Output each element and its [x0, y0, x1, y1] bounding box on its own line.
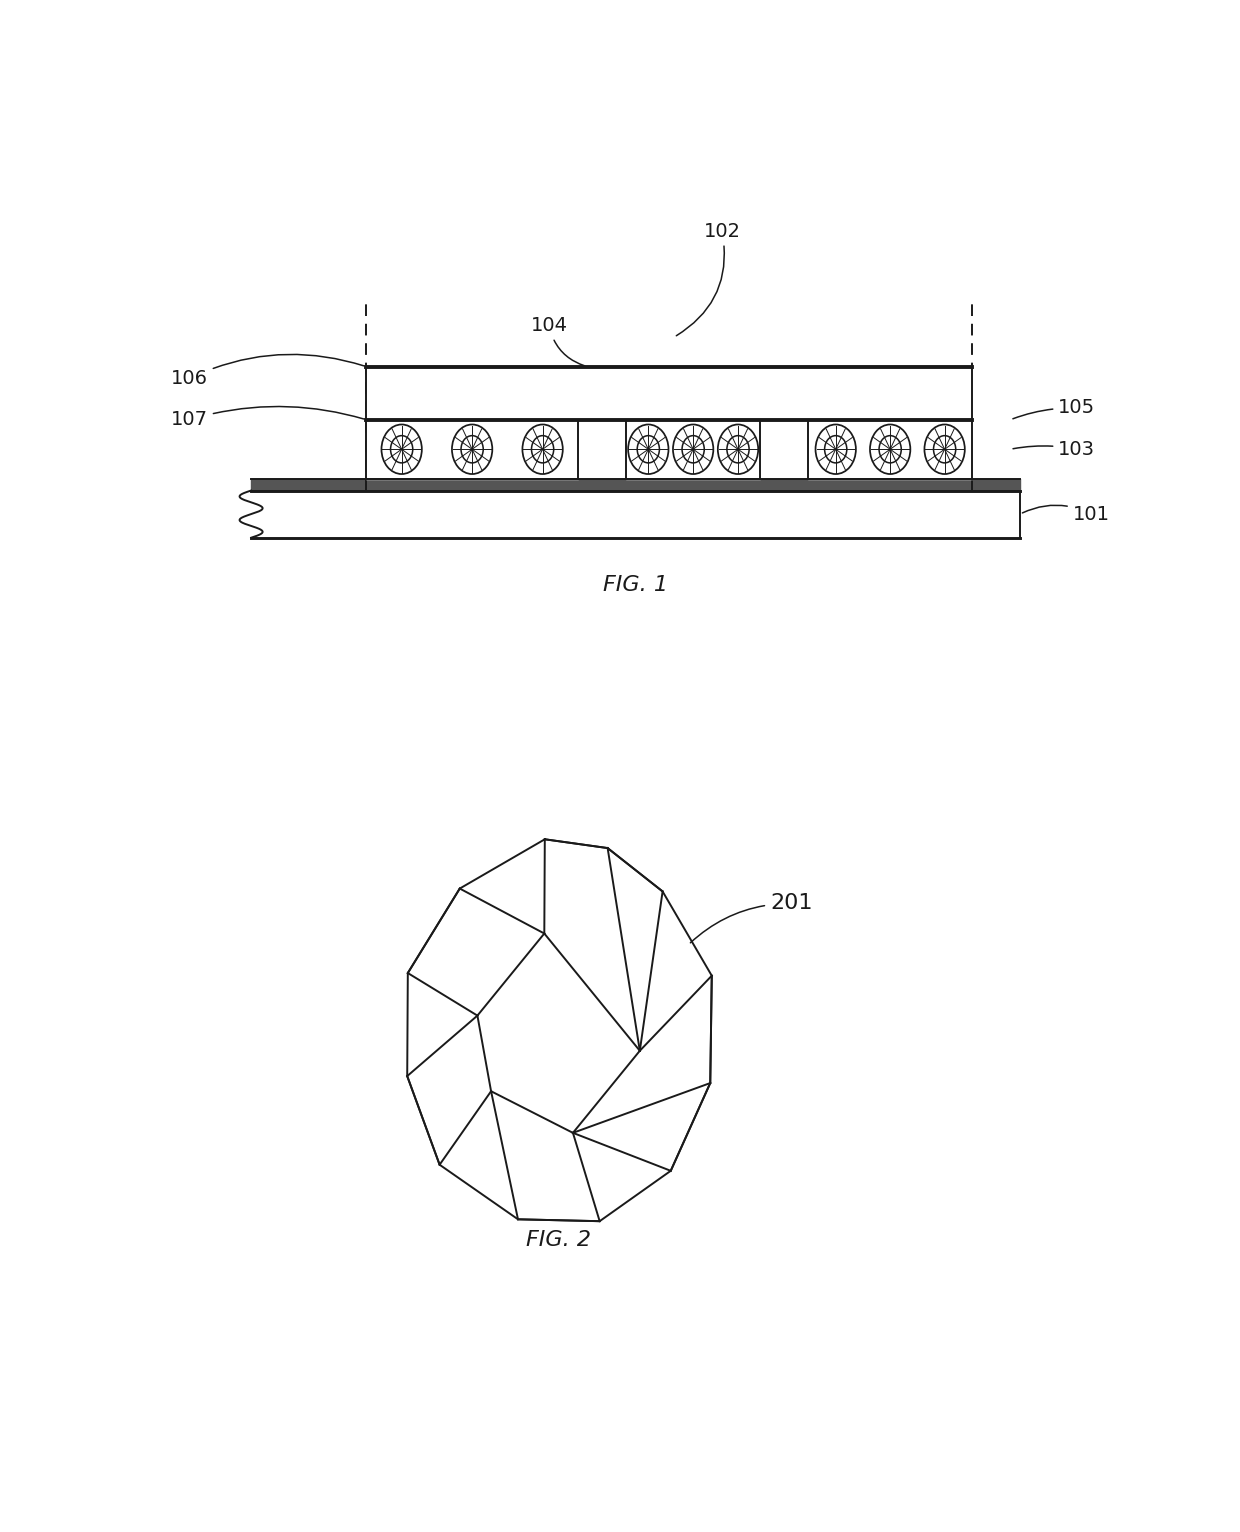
Text: 102: 102 [676, 222, 740, 336]
Text: FIG. 2: FIG. 2 [526, 1230, 591, 1250]
Text: 104: 104 [531, 316, 585, 366]
Text: 201: 201 [691, 893, 812, 942]
Text: 105: 105 [1013, 398, 1095, 418]
Text: 106: 106 [171, 354, 363, 388]
Text: 107: 107 [171, 406, 363, 429]
Text: FIG. 1: FIG. 1 [603, 574, 668, 594]
Text: 103: 103 [1013, 440, 1095, 458]
Text: 101: 101 [1023, 504, 1110, 524]
